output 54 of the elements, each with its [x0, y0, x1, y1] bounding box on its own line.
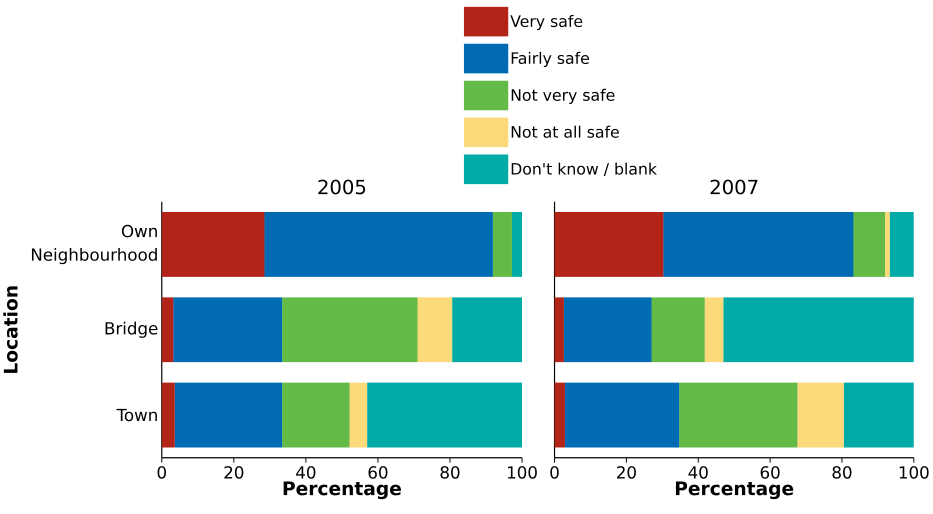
x-tick-label: 100: [900, 466, 929, 479]
x-tick-label: 20: [224, 466, 244, 479]
legend-label: Not at all safe: [512, 126, 619, 138]
bar: [264, 212, 493, 277]
x-tick-label: 0: [158, 466, 166, 479]
bar: [679, 382, 798, 448]
x-tick-label: 80: [440, 466, 460, 479]
bar: [418, 297, 452, 362]
bar: [174, 382, 282, 448]
bar: [652, 297, 705, 362]
x-tick-label: 20: [617, 466, 636, 479]
bar: [554, 297, 564, 362]
bar: [367, 382, 522, 448]
bar: [853, 212, 886, 277]
x-tick-label: 60: [760, 466, 780, 479]
y-tick-label: Town: [116, 408, 157, 422]
bar: [663, 212, 854, 277]
bar: [885, 212, 890, 277]
x-tick-label: 0: [550, 466, 559, 479]
bar: [564, 382, 680, 448]
bar: [890, 212, 914, 277]
bar: [723, 297, 914, 362]
bar: [564, 297, 652, 362]
legend-label: Very safe: [510, 15, 582, 30]
bar: [554, 382, 565, 448]
y-axis-title: Location: [3, 286, 18, 373]
y-tick-label: Own Neighbourhood: [32, 224, 157, 264]
bar: [452, 297, 522, 362]
y-tick-label: Bridge: [106, 322, 158, 338]
chart-title: 2007: [710, 180, 758, 194]
bar: [512, 212, 522, 277]
x-tick-label: 100: [508, 466, 537, 479]
x-axis-title: Percentage: [676, 482, 794, 500]
legend-label: Don't know / blank: [512, 162, 657, 176]
x-tick-label: 40: [296, 466, 316, 479]
bar: [162, 297, 174, 362]
x-tick-label: 60: [368, 466, 388, 479]
bar: [162, 212, 264, 277]
x-tick-label: 40: [688, 466, 708, 479]
bar: [554, 212, 664, 277]
bar: [492, 212, 512, 277]
x-tick-label: 80: [832, 466, 852, 479]
legend-label: Not very safe: [512, 88, 614, 104]
bar: [282, 297, 418, 362]
bar: [162, 382, 175, 448]
bar: [797, 382, 844, 448]
bar: [349, 382, 368, 448]
bar: [704, 297, 724, 362]
bar: [844, 382, 914, 448]
x-axis-title: Percentage: [284, 482, 401, 500]
bar: [282, 382, 350, 448]
bar: [173, 297, 282, 362]
legend-label: Fairly safe: [512, 52, 589, 68]
chart-title: 2005: [318, 180, 366, 194]
